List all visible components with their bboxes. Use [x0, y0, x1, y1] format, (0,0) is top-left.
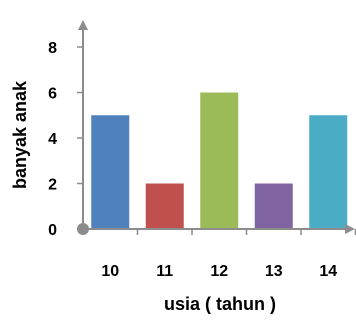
x-tick-label: 13 [265, 263, 283, 280]
x-tick-label: 11 [156, 263, 173, 280]
x-tick-labels: 10 11 12 13 14 [101, 263, 337, 280]
y-tick-label: 6 [48, 86, 57, 103]
y-axis-arrow [78, 20, 88, 30]
y-axis-label: banyak anak [10, 80, 30, 189]
bar-12 [200, 92, 239, 229]
bar-13 [254, 183, 293, 229]
y-tick-label: 4 [48, 131, 57, 148]
origin-dot [77, 223, 89, 235]
bar-10 [91, 115, 130, 229]
x-tick-label: 10 [101, 263, 119, 280]
y-tick-label: 0 [48, 222, 57, 239]
bar-14 [309, 115, 348, 229]
bars [91, 92, 348, 229]
x-axis-label: usia ( tahun ) [164, 294, 276, 314]
y-tick-labels: 0 2 4 6 8 [48, 40, 57, 239]
x-tick-label: 12 [210, 263, 228, 280]
x-axis-arrow [345, 224, 355, 234]
y-tick-label: 2 [48, 177, 57, 194]
y-tick-label: 8 [48, 40, 57, 57]
x-tick-label: 14 [319, 263, 337, 280]
bar-11 [145, 183, 184, 229]
